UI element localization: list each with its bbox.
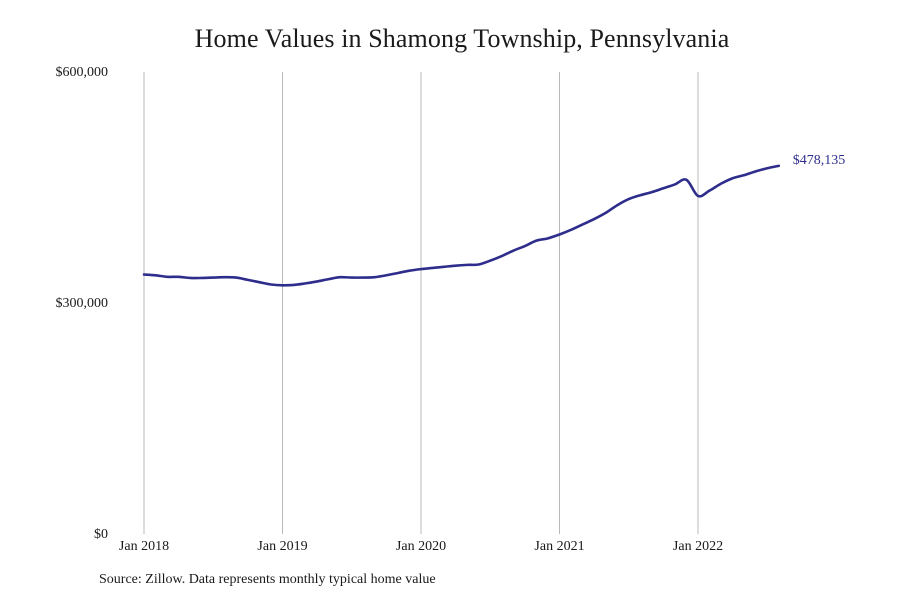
x-tick-label: Jan 2019 xyxy=(257,539,307,554)
x-tick-label: Jan 2018 xyxy=(119,539,169,554)
end-value-label: $478,135 xyxy=(793,153,846,168)
y-tick-label: $600,000 xyxy=(56,65,109,80)
source-note: Source: Zillow. Data represents monthly … xyxy=(99,572,436,587)
x-tick-label: Jan 2021 xyxy=(534,539,584,554)
series-line xyxy=(142,164,781,287)
x-axis-tick-labels: Jan 2018 Jan 2019 Jan 2020 Jan 2021 Jan 2022 xyxy=(119,539,723,554)
x-tick-label: Jan 2020 xyxy=(396,539,446,554)
y-axis-tick-labels: $0 $300,000 $600,000 xyxy=(56,65,109,542)
x-tick-label: Jan 2022 xyxy=(673,539,723,554)
end-value-labels: $478,135 xyxy=(793,153,846,168)
y-tick-label: $300,000 xyxy=(56,296,109,311)
vertical-gridlines xyxy=(143,72,699,534)
series-group xyxy=(142,164,781,287)
y-tick-label: $0 xyxy=(94,527,108,542)
chart-title: Home Values in Shamong Township, Pennsyl… xyxy=(194,24,730,53)
